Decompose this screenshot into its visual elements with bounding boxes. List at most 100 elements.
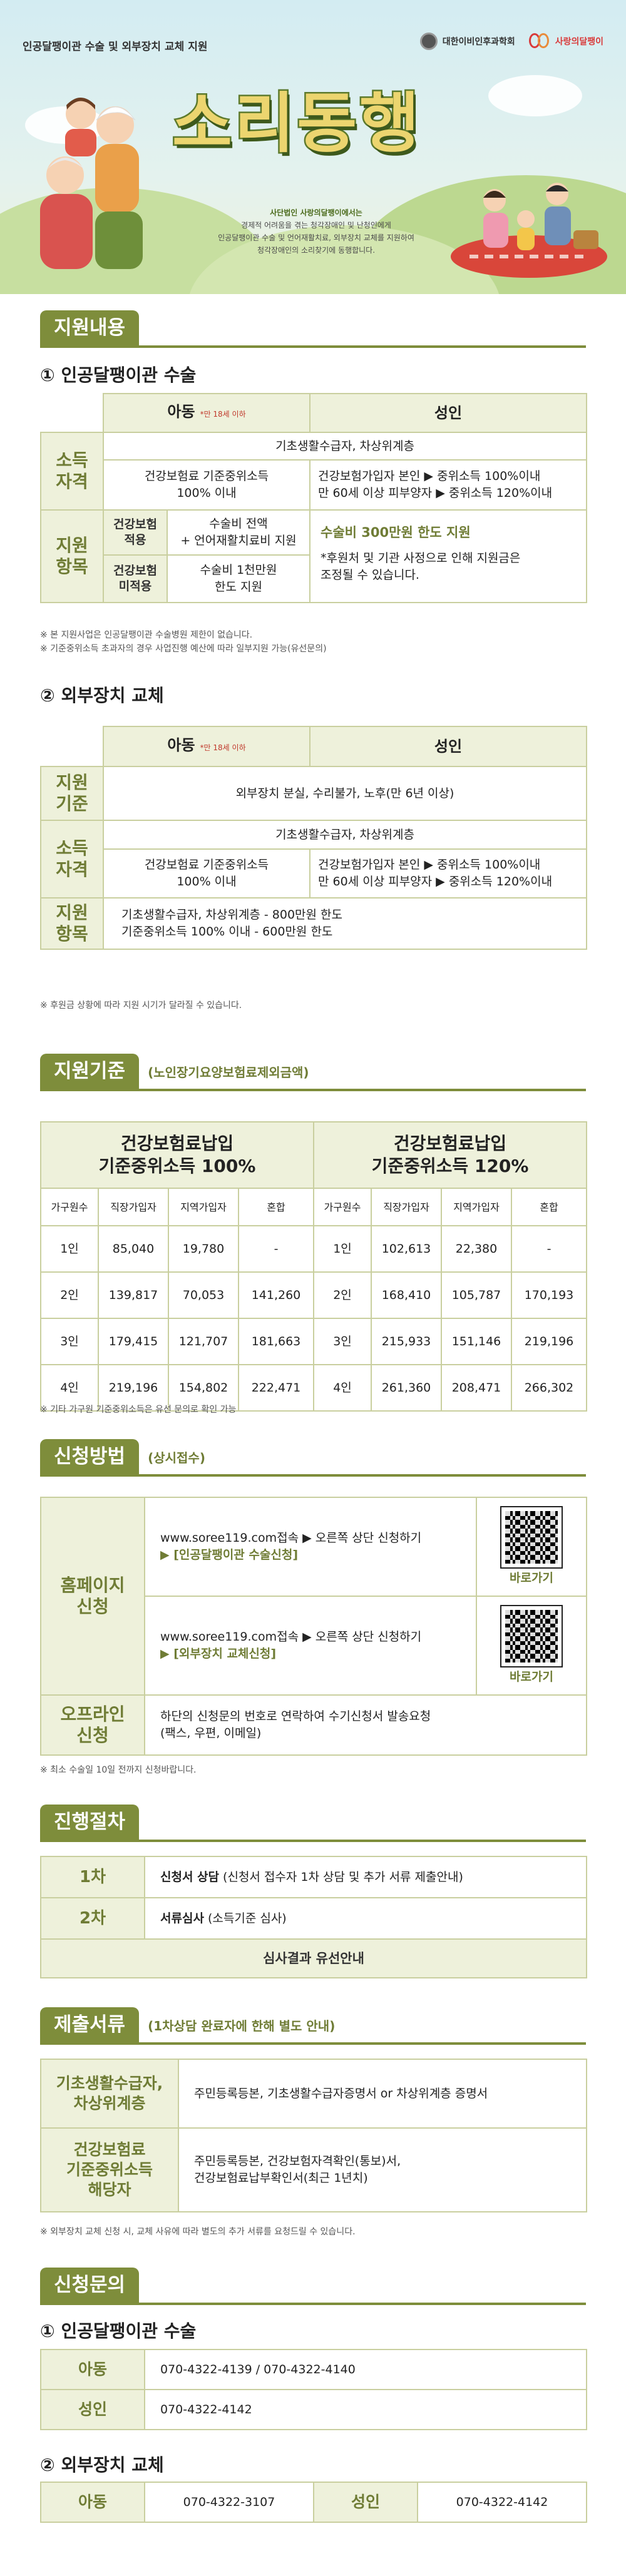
table-cell: 19,780 (168, 1225, 239, 1273)
inquiry-device-table: 아동 070-4322-3107 성인 070-4322-4142 (40, 2482, 587, 2523)
table-cell: 3인 (40, 1318, 99, 1365)
table-cell: 85,040 (98, 1225, 169, 1273)
section-header-inquiry: 신청문의 (40, 2268, 140, 2303)
table-cell: 219,196 (511, 1318, 587, 1365)
table-cell: 168,410 (371, 1271, 442, 1319)
phone-adult-implant[interactable]: 070-4322-4142 (144, 2389, 587, 2430)
table-row: 3인 179,415 121,707 181,663 3인 215,933 15… (40, 1318, 587, 1365)
footnote-implant: ※ 본 지원사업은 인공달팽이관 수술병원 제한이 없습니다. ※ 기준중위소득… (40, 628, 327, 656)
qual-child: 건강보험료 기준중위소득 100% 이내 (103, 848, 310, 899)
section-title: 신청방법 (40, 1439, 140, 1474)
adult-item-note: *후원처 및 기관 사정으로 인해 지원금은 조정될 수 있습니다. (321, 551, 521, 582)
inquiry-label-adult: 성인 (313, 2482, 418, 2523)
desc-line: 인공달팽이관 수술 및 언어재활치료, 외부장치 교체를 지원하여 (218, 233, 414, 242)
footnote-line: ※ 기준중위소득 초과자의 경우 사업진행 예산에 따라 일부지원 가능(유선문… (40, 644, 327, 654)
table-cell: 219,196 (98, 1364, 169, 1412)
section-header-documents: 제출서류 (1차상담 완료자에 한해 별도 안내) (40, 2007, 335, 2042)
table-row: 2인 139,817 70,053 141,260 2인 168,410 105… (40, 1271, 587, 1319)
table-cell: 261,360 (371, 1364, 442, 1412)
table-cell: 121,707 (168, 1318, 239, 1365)
homepage-link-implant[interactable]: ▶ [인공달팽이관 수술신청] (160, 1548, 299, 1562)
section-title: 지원내용 (40, 310, 140, 345)
doc-label-insurance: 건강보험료 기준중위소득 해당자 (40, 2127, 179, 2212)
homepage-step: www.soree119.com접속 ▶ 오른쪽 상단 신청하기 (160, 1630, 422, 1644)
col-head: 가구원수 (313, 1188, 372, 1226)
qual-adult: 건강보험가입자 본인 ▶ 중위소득 100%이내 만 60세 이상 피부양자 ▶… (309, 848, 587, 899)
inquiry-label-adult: 성인 (40, 2389, 145, 2430)
adult-item-limit: 수술비 300만원 한도 지원 (321, 525, 471, 540)
table-cell: 181,663 (238, 1318, 314, 1365)
org2-name: 사랑의달팽이 (555, 37, 603, 47)
section-title: 지원기준 (40, 1054, 140, 1089)
criteria-head-120: 건강보험료납입 기준중위소득 120% (313, 1121, 587, 1189)
row-label-income: 소득 자격 (40, 820, 104, 899)
qr-code-icon[interactable] (500, 1505, 563, 1569)
section-divider (40, 2303, 586, 2305)
col-head-child: 아동 *만 18세 이하 (102, 393, 311, 433)
inquiry-label-child: 아동 (40, 2349, 145, 2390)
table-cell: 1인 (313, 1225, 372, 1273)
col-head-child: 아동 *만 18세 이하 (103, 726, 310, 767)
table-cell: 208,471 (441, 1364, 512, 1412)
table-cell: 151,146 (441, 1318, 512, 1365)
snail-logo-icon (528, 33, 550, 49)
qr-cell: 바로가기 (476, 1596, 587, 1696)
qual-adult-line: 건강보험가입자 본인 ▶ 중위소득 100%이내 (318, 858, 541, 872)
device-basis: 외부장치 분실, 수리불가, 노후(만 6년 이상) (103, 766, 587, 821)
table-cell: 215,933 (371, 1318, 442, 1365)
implant-support-table: 아동 *만 18세 이하 성인 소득 자격 기초생활수급자, 차상위계층 건강보험… (40, 393, 588, 603)
section-title: 진행절차 (40, 1805, 140, 1840)
section-divider (40, 1840, 586, 1842)
table-cell: 139,817 (98, 1271, 169, 1319)
ins-no-value: 수술비 1천만원 한도 지원 (166, 554, 311, 603)
doc-text-basic: 주민등록등본, 기초생활수급자증명서 or 차상위계층 증명서 (178, 2059, 587, 2129)
section-divider (40, 1089, 586, 1091)
table-cell: 102,613 (371, 1225, 442, 1273)
row-label-income: 소득 자격 (40, 432, 104, 511)
col-head: 직장가입자 (371, 1188, 442, 1226)
table-cell: 2인 (313, 1271, 372, 1319)
empty-cell (41, 726, 103, 766)
ins-no-label: 건강보험 미적용 (103, 554, 168, 603)
org1-name: 대한이비인후과학회 (442, 37, 515, 47)
criteria-head-100: 건강보험료납입 기준중위소득 100% (40, 1121, 314, 1189)
qr-cell: 바로가기 (476, 1497, 587, 1597)
table-cell: 105,787 (441, 1271, 512, 1319)
doc-text-insurance: 주민등록등본, 건강보험자격확인(통보)서, 건강보험료납부확인서(최근 1년치… (178, 2127, 587, 2212)
subsection-title-device: ② 외부장치 교체 (40, 685, 164, 706)
qual-common: 기초생활수급자, 차상위계층 (102, 432, 588, 461)
qual-adult-line: 만 60세 이상 피부양자 ▶ 중위소득 120%이내 (318, 875, 553, 888)
org-logo-snail: 사랑의달팽이 (528, 33, 603, 49)
table-cell: 141,260 (238, 1271, 314, 1319)
qr-shortcut-link[interactable]: 바로가기 (510, 1571, 553, 1585)
picnic-family-illustration (451, 183, 607, 278)
table-cell: 179,415 (98, 1318, 169, 1365)
desc-line: 사단법인 사랑의달팽이에서는 (270, 208, 362, 217)
grandparents-child-illustration (40, 98, 143, 269)
col-head: 지역가입자 (441, 1188, 512, 1226)
qual-adult: 건강보험가입자 본인 ▶ 중위소득 100%이내 만 60세 이상 피부양자 ▶… (309, 459, 588, 511)
section-header-process: 진행절차 (40, 1805, 140, 1840)
qr-code-icon[interactable] (500, 1604, 563, 1667)
col-head-adult: 성인 (309, 726, 587, 767)
section-header-apply: 신청방법 (상시접수) (40, 1439, 205, 1474)
homepage-link-device[interactable]: ▶ [외부장치 교체신청] (160, 1647, 277, 1661)
table-row: 4인 219,196 154,802 222,471 4인 261,360 20… (40, 1364, 587, 1412)
step-2-text: 서류심사 (소득기준 심사) (144, 1897, 587, 1940)
row-label-items: 지원 항목 (40, 509, 104, 603)
col-head: 직장가입자 (98, 1188, 169, 1226)
table-cell: 70,053 (168, 1271, 239, 1319)
qual-common: 기초생활수급자, 차상위계층 (103, 820, 587, 850)
phone-adult-device[interactable]: 070-4322-4142 (417, 2482, 587, 2523)
inquiry-implant-table: 아동 070-4322-4139 / 070-4322-4140 성인 070-… (40, 2349, 587, 2430)
device-items: 기초생활수급자, 차상위계층 - 800만원 한도 기준중위소득 100% 이내… (103, 897, 587, 950)
hero-title: 소리동행 (171, 84, 422, 163)
phone-child-implant[interactable]: 070-4322-4139 / 070-4322-4140 (144, 2349, 587, 2390)
ins-yes-label: 건강보험 적용 (103, 509, 168, 556)
col-head: 혼합 (238, 1188, 314, 1226)
col-head: 가구원수 (40, 1188, 99, 1226)
table-cell: 222,471 (238, 1364, 314, 1412)
qr-shortcut-link[interactable]: 바로가기 (510, 1669, 553, 1684)
phone-child-device[interactable]: 070-4322-3107 (144, 2482, 314, 2523)
